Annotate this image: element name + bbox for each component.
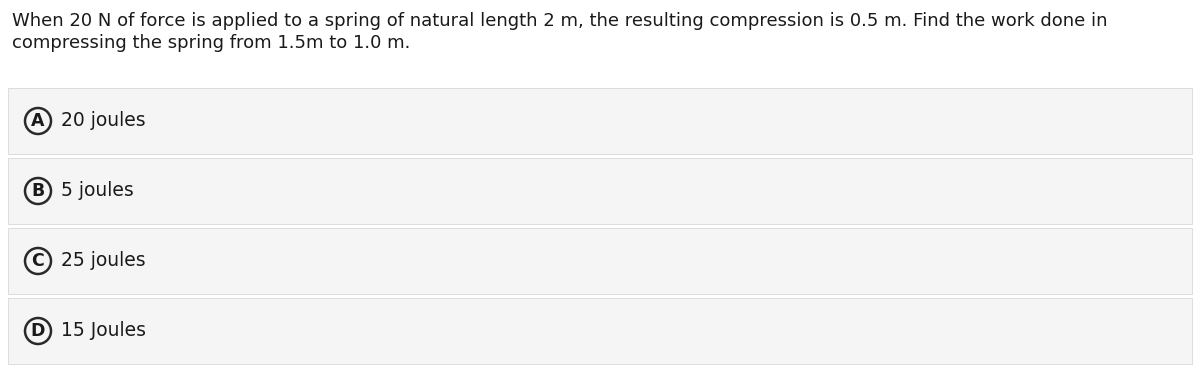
Bar: [8, 158, 1192, 224]
Text: compressing the spring from 1.5m to 1.0 m.: compressing the spring from 1.5m to 1.0 …: [12, 34, 410, 52]
Bar: [8, 88, 1192, 154]
Text: B: B: [31, 182, 44, 200]
Circle shape: [25, 248, 50, 274]
Circle shape: [25, 318, 50, 344]
Circle shape: [25, 178, 50, 204]
Text: A: A: [31, 112, 44, 130]
Bar: [8, 228, 1192, 294]
Bar: [8, 298, 1192, 364]
Text: 5 joules: 5 joules: [61, 182, 133, 201]
Text: 15 Joules: 15 Joules: [61, 322, 146, 341]
Text: 25 joules: 25 joules: [61, 251, 145, 270]
Circle shape: [25, 108, 50, 134]
Text: C: C: [31, 252, 44, 270]
Text: When 20 N of force is applied to a spring of natural length 2 m, the resulting c: When 20 N of force is applied to a sprin…: [12, 12, 1108, 30]
Text: D: D: [31, 322, 46, 340]
Text: 20 joules: 20 joules: [61, 112, 145, 131]
